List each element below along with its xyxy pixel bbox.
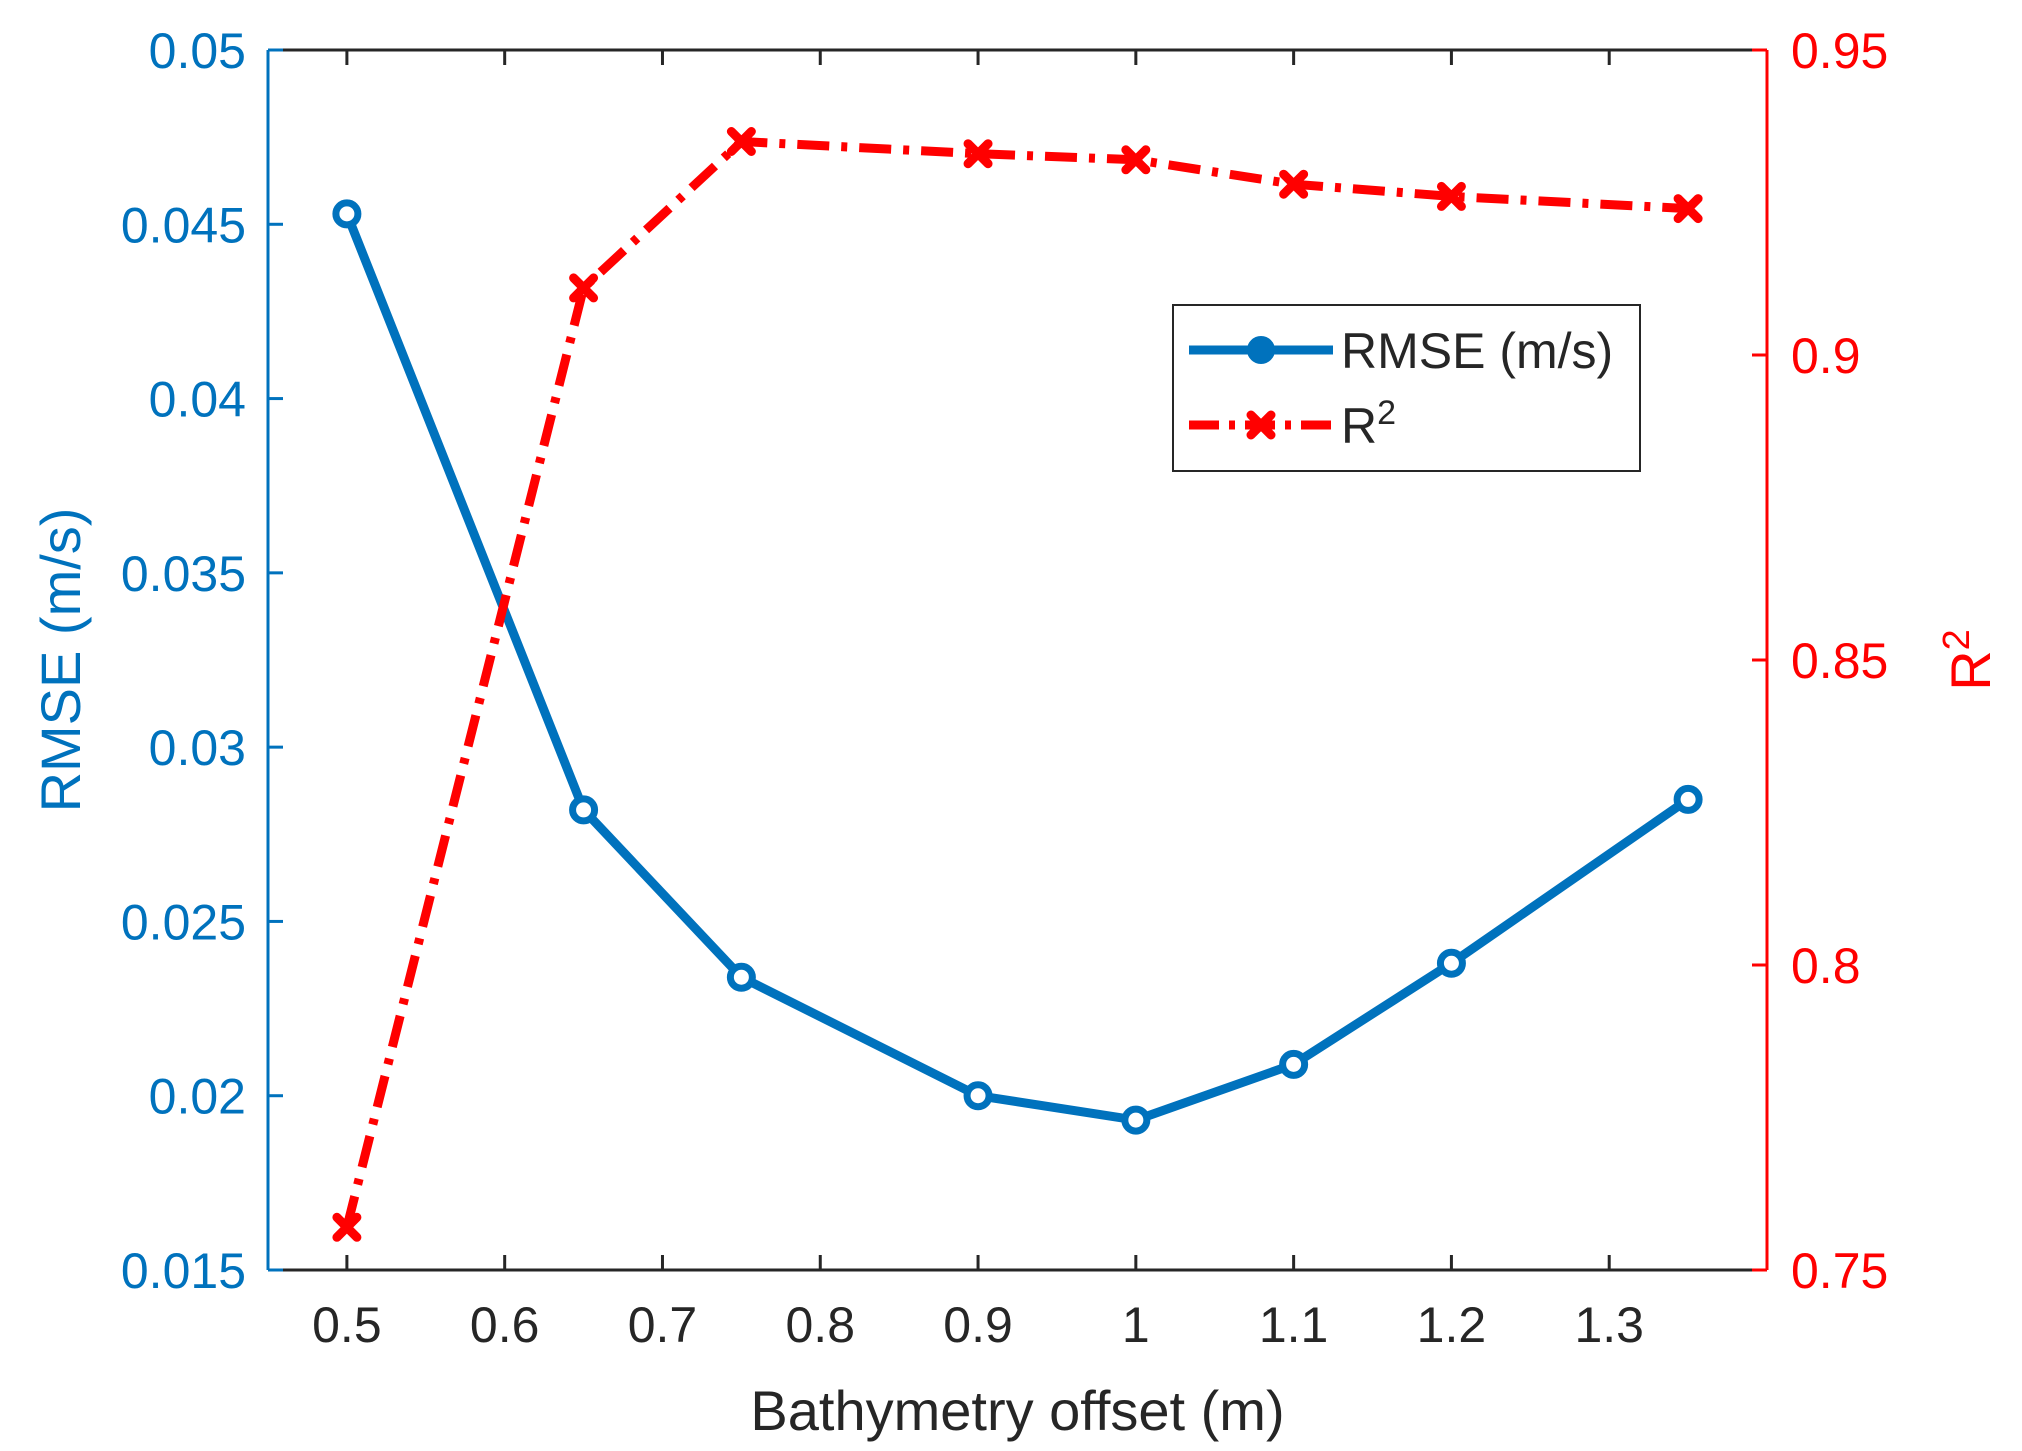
rmse-point [1673, 784, 1703, 814]
r2-point [1121, 145, 1151, 175]
r2-point-stroke [1436, 181, 1466, 211]
y-right-tick-label: 0.95 [1791, 23, 1888, 79]
rmse-point [963, 1081, 993, 1111]
rmse-point [726, 962, 756, 992]
y-right-tick-label: 0.9 [1791, 328, 1861, 384]
x-axis-title: Bathymetry offset (m) [750, 1379, 1284, 1442]
x-tick-label: 0.7 [628, 1297, 698, 1353]
x-axis: 0.5 0.6 0.7 0.8 0.9 1 1.1 1.2 1.3 [268, 48, 1767, 1353]
y-left-tick-label: 0.04 [149, 372, 246, 428]
rmse-series-line [342, 212, 1691, 1125]
series-layer [332, 127, 1703, 1242]
r2-point [726, 127, 756, 156]
x-tick-label: 0.5 [312, 1297, 382, 1353]
legend-r2-label-base: R [1341, 398, 1377, 454]
rmse-point [332, 199, 362, 229]
r2-point [1673, 194, 1703, 224]
r2-point-stroke [1121, 145, 1151, 175]
y-right-tick-label: 0.8 [1791, 938, 1861, 994]
r2-series-line [342, 137, 1689, 1229]
r2-point-stroke [963, 139, 993, 169]
legend-r2-label-superscript: 2 [1377, 394, 1396, 432]
x-tick-label: 1.2 [1417, 1297, 1487, 1353]
x-tick-label: 0.6 [470, 1297, 540, 1353]
y-left-tick-label: 0.03 [149, 720, 246, 776]
r2-point-stroke [332, 1212, 362, 1242]
y-left-tick-label: 0.045 [121, 197, 246, 253]
r2-point-stroke [1279, 169, 1309, 199]
y-left-tick-label: 0.035 [121, 546, 246, 602]
legend-box [1172, 304, 1641, 472]
y-left-tick-label: 0.02 [149, 1069, 246, 1125]
legend: RMSE (m/s) R2 [1172, 304, 1641, 472]
rmse-point [1279, 1049, 1309, 1079]
r2-point [963, 139, 993, 169]
r2-point [569, 273, 599, 303]
x-tick-label: 1.3 [1574, 1297, 1644, 1353]
y-right-tick-label: 0.85 [1791, 633, 1888, 689]
y-axis-right-title-superscript: 2 [1936, 629, 1978, 650]
y-axis-right-title-base: R [1939, 650, 2002, 690]
rmse-point [569, 795, 599, 825]
y-axis-left-title: RMSE (m/s) [29, 508, 92, 813]
y-left-tick-label: 0.05 [149, 23, 246, 79]
r2-point-stroke [726, 127, 756, 156]
x-tick-label: 1 [1122, 1297, 1150, 1353]
r2-point-stroke [569, 273, 599, 303]
r2-point-stroke [1673, 194, 1703, 224]
x-tick-label: 1.1 [1259, 1297, 1329, 1353]
rmse-point [1436, 948, 1466, 978]
x-tick-label: 0.9 [943, 1297, 1013, 1353]
legend-r2-marker-stroke [1246, 410, 1276, 440]
y-axis-left: 0.015 0.02 0.025 0.03 0.035 0.04 0.045 0.05 [121, 23, 283, 1299]
r2-point [332, 1212, 362, 1242]
y-axis-right-title: R2 [1936, 629, 2002, 691]
rmse-point [1121, 1105, 1151, 1135]
legend-rmse-label: RMSE (m/s) [1341, 323, 1613, 379]
y-left-tick-label: 0.015 [121, 1243, 246, 1299]
y-axis-right: 0.75 0.8 0.85 0.9 0.95 [1752, 23, 1888, 1299]
x-tick-label: 0.8 [786, 1297, 856, 1353]
r2-point [1436, 181, 1466, 211]
legend-r2-marker [1246, 410, 1276, 440]
legend-rmse-marker [1247, 336, 1275, 364]
legend-r2-label: R2 [1341, 394, 1396, 454]
y-left-tick-label: 0.025 [121, 894, 246, 950]
y-right-tick-label: 0.75 [1791, 1243, 1888, 1299]
r2-point [1279, 169, 1309, 199]
